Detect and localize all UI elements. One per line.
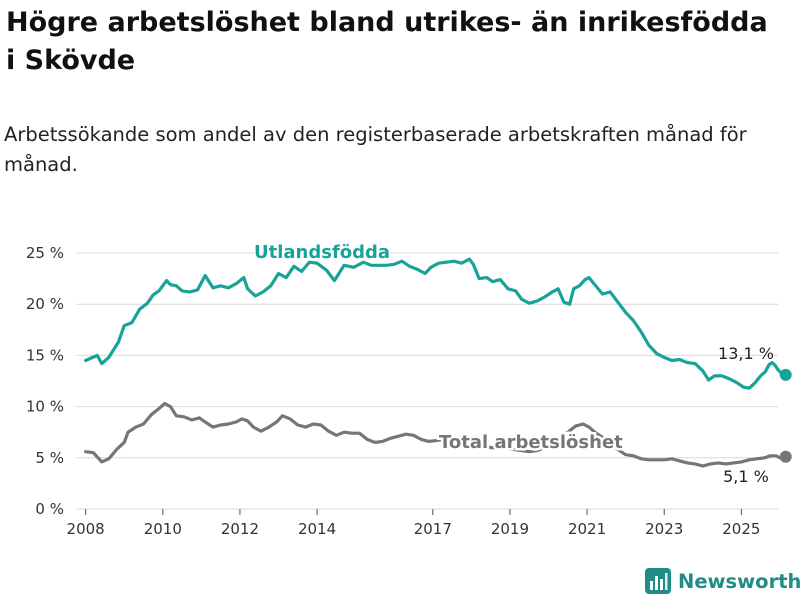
y-tick-label: 15 % (26, 346, 64, 364)
y-tick-label: 5 % (35, 449, 64, 467)
series-lines (84, 257, 792, 468)
end-point-marker (779, 368, 792, 381)
end-point-marker (779, 450, 792, 463)
x-tick-label: 2014 (298, 520, 336, 538)
x-tick-label: 2010 (144, 520, 182, 538)
series-labels: Utlandsfödda Total arbetslöshet 13,1 % 5,1 … (252, 240, 774, 486)
x-tick-label: 2012 (221, 520, 259, 538)
series-line-utlandsfodda (84, 257, 788, 390)
x-tick-label: 2021 (568, 520, 606, 538)
y-tick-label: 20 % (26, 295, 64, 313)
y-axis: 0 % 5 % 10 % 15 % 20 % 25 % (26, 244, 64, 518)
series-label-utlandsfodda: Utlandsfödda (254, 242, 390, 263)
newsworthy-logo-icon (645, 568, 671, 594)
end-label-total: 5,1 % (723, 467, 769, 486)
series-line-total (84, 401, 788, 468)
chart-subtitle: Arbetssökande som andel av den registerb… (4, 123, 747, 176)
y-tick-label: 25 % (26, 244, 64, 262)
x-tick-label: 2019 (491, 520, 529, 538)
x-tick-label: 2023 (645, 520, 683, 538)
x-tick-label: 2008 (67, 520, 105, 538)
brand-name: Newsworthy (678, 569, 800, 593)
chart-title: Högre arbetslöshet bland utrikes- än inr… (6, 7, 768, 76)
end-label-utlandsfodda: 13,1 % (718, 344, 774, 363)
x-tick-label: 2017 (414, 520, 452, 538)
y-tick-label: 0 % (35, 500, 64, 518)
series-label-total: Total arbetslöshet (439, 432, 623, 453)
y-tick-label: 10 % (26, 398, 64, 416)
x-tick-label: 2025 (722, 520, 760, 538)
x-axis: 2008 2010 2012 2014 2017 2019 2021 2023 2025 (67, 509, 760, 538)
brand-logo: Newsworthy (645, 566, 800, 596)
